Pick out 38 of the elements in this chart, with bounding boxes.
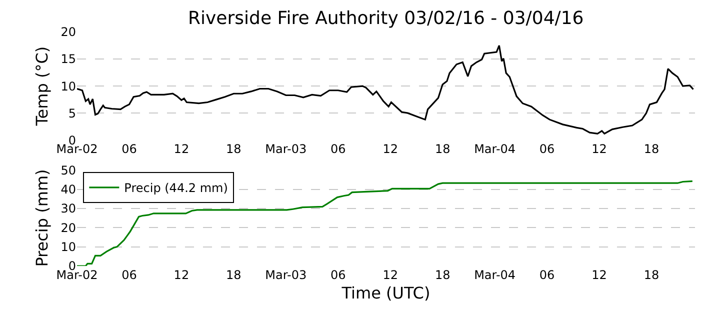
legend-label: Precip (44.2 mm) bbox=[124, 181, 228, 196]
x-tick-label: Mar-04 bbox=[474, 142, 516, 156]
y-axis-title: Precip (mm) bbox=[32, 169, 52, 267]
y-tick-label: 0 bbox=[68, 133, 76, 148]
y-tick-label: 30 bbox=[60, 202, 76, 216]
y-tick-label: 20 bbox=[60, 25, 76, 40]
x-tick-label: Mar-04 bbox=[474, 268, 516, 282]
x-tick-label: 06 bbox=[330, 142, 346, 156]
x-tick-label: 12 bbox=[382, 268, 398, 282]
y-tick-label: 10 bbox=[60, 79, 76, 94]
y-tick-label: 50 bbox=[60, 163, 76, 178]
x-tick-label: 18 bbox=[434, 268, 450, 282]
x-tick-label: 06 bbox=[122, 268, 137, 282]
y-axis-title: Temp (°C) bbox=[32, 46, 52, 127]
chart-title: Riverside Fire Authority 03/02/16 - 03/04/16 bbox=[188, 8, 584, 29]
x-tick-label: 06 bbox=[330, 268, 346, 282]
x-axis-title: Time (UTC) bbox=[340, 284, 430, 303]
x-tick-label: 06 bbox=[122, 142, 137, 156]
y-tick-label: 20 bbox=[60, 220, 76, 235]
x-tick-label: 18 bbox=[226, 268, 242, 282]
x-tick-label: 12 bbox=[174, 142, 190, 156]
x-tick-label: 18 bbox=[644, 142, 660, 156]
y-tick-label: 5 bbox=[68, 106, 76, 120]
x-tick-label: Mar-03 bbox=[265, 142, 307, 156]
y-tick-label: 40 bbox=[60, 182, 76, 196]
x-tick-label: 18 bbox=[434, 142, 450, 156]
y-tick-label: 0 bbox=[68, 259, 76, 274]
x-tick-label: 18 bbox=[226, 142, 242, 156]
x-tick-label: 06 bbox=[539, 268, 555, 282]
x-tick-label: 12 bbox=[592, 268, 607, 282]
x-tick-label: 12 bbox=[592, 142, 607, 156]
x-tick-label: 18 bbox=[644, 268, 660, 282]
x-tick-label: Mar-03 bbox=[265, 268, 307, 282]
y-tick-label: 10 bbox=[60, 240, 76, 254]
x-tick-label: 12 bbox=[382, 142, 398, 156]
y-tick-label: 15 bbox=[60, 52, 76, 66]
x-tick-label: 12 bbox=[174, 268, 190, 282]
x-tick-label: 06 bbox=[539, 142, 555, 156]
